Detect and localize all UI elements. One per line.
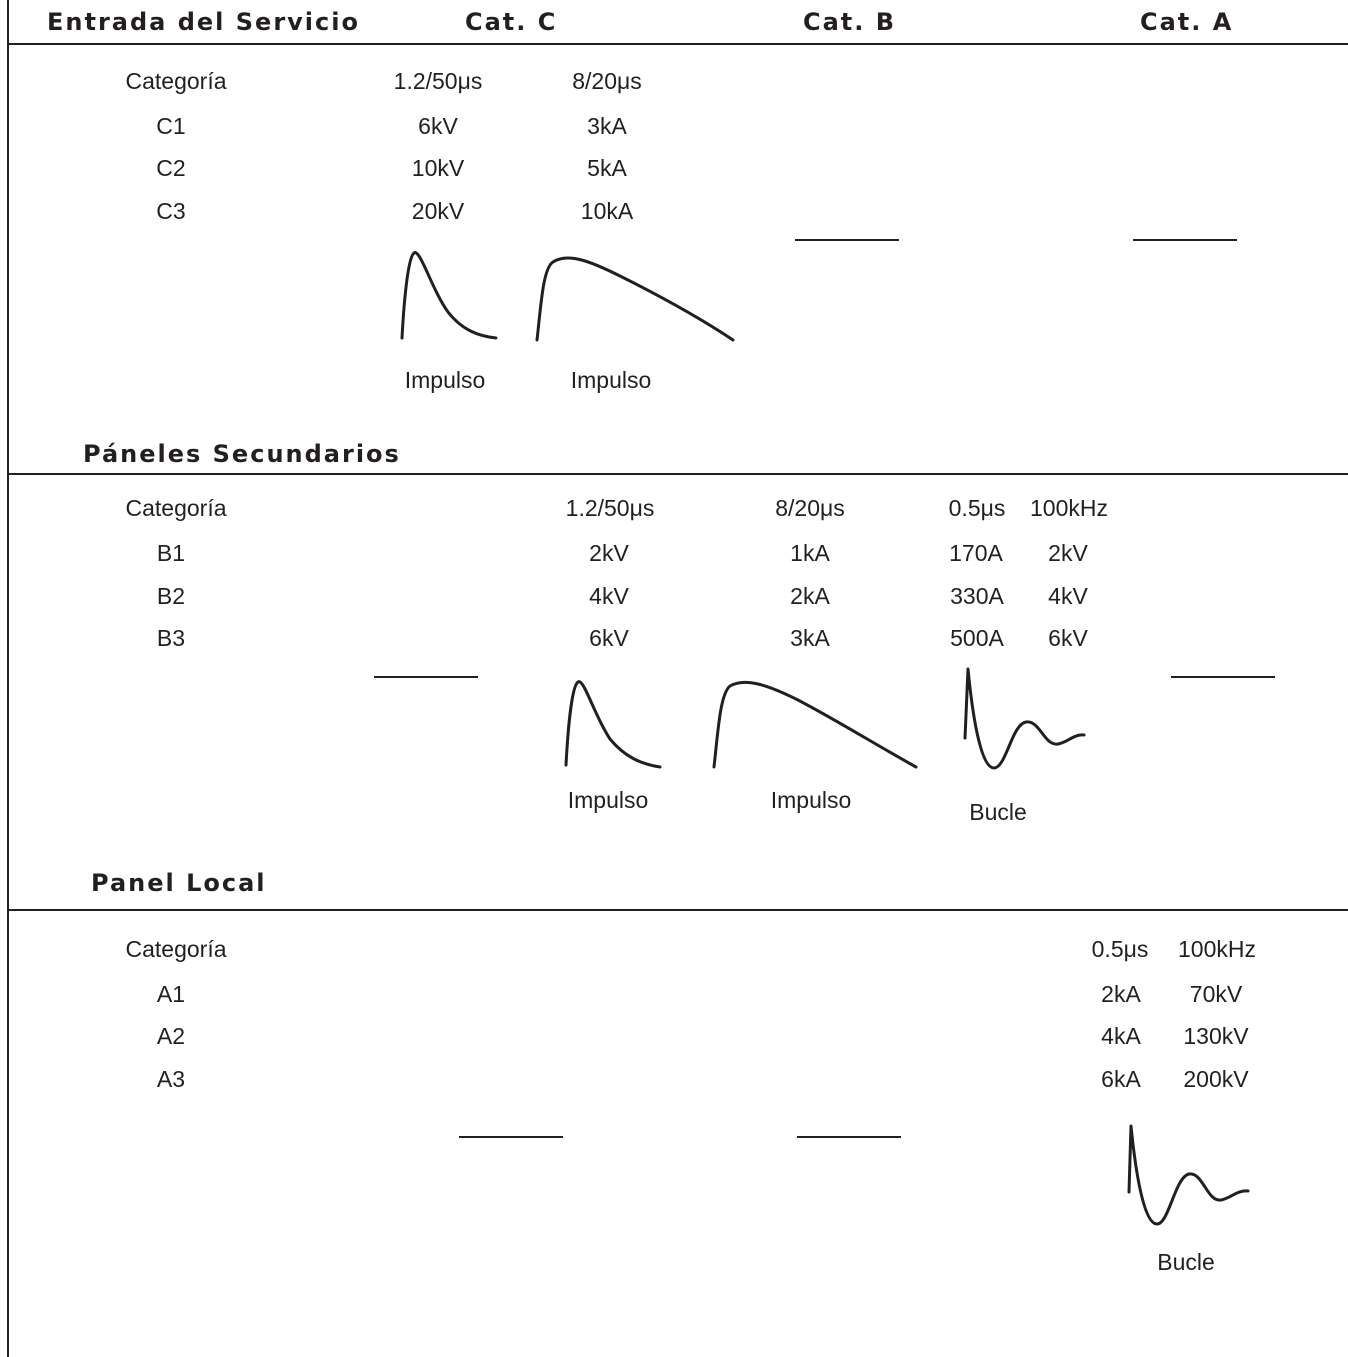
section-a-row-name: A3 <box>156 1066 186 1092</box>
section-b-row-value: 6kV <box>589 625 629 651</box>
cat-c-empty-dash <box>459 1136 563 1138</box>
header-cat-b: Cat. B <box>803 8 897 36</box>
section-b-row-name: B3 <box>156 625 186 651</box>
section-b-col3-header-b: 100kHz <box>1030 495 1108 521</box>
section-c-col1-header: 1.2/50μs <box>393 68 483 94</box>
section-a-row-value: 70kV <box>1189 981 1243 1007</box>
section-c-row-value: 10kA <box>580 198 634 224</box>
section-b-row-value: 3kA <box>790 625 830 651</box>
section-a-row-value: 130kV <box>1183 1023 1249 1049</box>
section-a-row-value: 200kV <box>1183 1066 1249 1092</box>
section-c-row-value: 3kA <box>587 113 627 139</box>
section-c-row-value: 20kV <box>411 198 465 224</box>
impulse-1-2-50-wave-icon <box>564 680 662 769</box>
cat-b-empty-dash <box>797 1136 901 1138</box>
section-b-row-value: 6kV <box>1048 625 1088 651</box>
section-a-title: Panel Local <box>91 869 267 897</box>
cat-c-empty-dash <box>374 676 478 678</box>
section-b-wave1-label: Impulso <box>567 787 649 813</box>
section-b-col3-header-a: 0.5μs <box>948 495 1006 521</box>
section-a-col-header-a: 0.5μs <box>1091 936 1149 962</box>
section-a-divider <box>7 909 1348 911</box>
section-b-category-label: Categoría <box>125 495 227 521</box>
section-a-col-header-b: 100kHz <box>1178 936 1256 962</box>
section-b-row-value: 4kV <box>1048 583 1088 609</box>
section-c-row-value: 10kV <box>411 155 465 181</box>
section-b-row-value: 2kV <box>1048 540 1088 566</box>
section-a-category-label: Categoría <box>125 936 227 962</box>
section-b-row-value: 170A <box>949 540 1003 566</box>
section-b-row-value: 2kA <box>790 583 830 609</box>
section-b-col2-header: 8/20μs <box>775 495 845 521</box>
section-c-row-value: 6kV <box>418 113 458 139</box>
section-b-wave2-label: Impulso <box>770 787 852 813</box>
section-c-category-label: Categoría <box>125 68 227 94</box>
section-c-wave1-label: Impulso <box>404 367 486 393</box>
section-b-wave3-label: Bucle <box>969 799 1027 825</box>
cat-a-empty-dash <box>1133 239 1237 241</box>
cat-a-empty-dash <box>1171 676 1275 678</box>
section-a-wave-label: Bucle <box>1157 1249 1215 1275</box>
ring-wave-icon <box>963 667 1086 770</box>
section-c-row-value: 5kA <box>587 155 627 181</box>
section-c-row-name: C3 <box>156 198 186 224</box>
section-b-row-value: 500A <box>950 625 1004 651</box>
section-c-row-name: C2 <box>156 155 186 181</box>
section-b-divider <box>7 473 1348 475</box>
section-c-row-name: C1 <box>156 113 186 139</box>
left-border <box>7 0 9 1357</box>
section-b-row-value: 1kA <box>790 540 830 566</box>
ring-wave-icon <box>1127 1124 1250 1226</box>
section-c-wave2-label: Impulso <box>570 367 652 393</box>
section-a-row-name: A1 <box>156 981 186 1007</box>
section-a-row-value: 4kA <box>1101 1023 1141 1049</box>
section-b-row-value: 330A <box>950 583 1004 609</box>
header-cat-c: Cat. C <box>465 8 558 36</box>
cat-b-empty-dash <box>795 239 899 241</box>
section-a-row-value: 6kA <box>1101 1066 1141 1092</box>
impulse-1-2-50-wave-icon <box>400 251 498 340</box>
impulse-8-20-wave-icon <box>712 681 918 769</box>
section-a-row-name: A2 <box>156 1023 186 1049</box>
section-b-title: Páneles Secundarios <box>83 440 401 468</box>
section-c-col2-header: 8/20μs <box>572 68 642 94</box>
header-service-entrance: Entrada del Servicio <box>47 8 360 36</box>
section-b-row-name: B2 <box>156 583 186 609</box>
section-a-row-value: 2kA <box>1101 981 1141 1007</box>
header-cat-a: Cat. A <box>1140 8 1234 36</box>
section-b-row-name: B1 <box>156 540 186 566</box>
section-b-row-value: 2kV <box>589 540 629 566</box>
section-b-row-value: 4kV <box>589 583 629 609</box>
impulse-8-20-wave-icon <box>535 256 735 342</box>
section-b-col1-header: 1.2/50μs <box>565 495 655 521</box>
header-divider <box>7 43 1348 45</box>
